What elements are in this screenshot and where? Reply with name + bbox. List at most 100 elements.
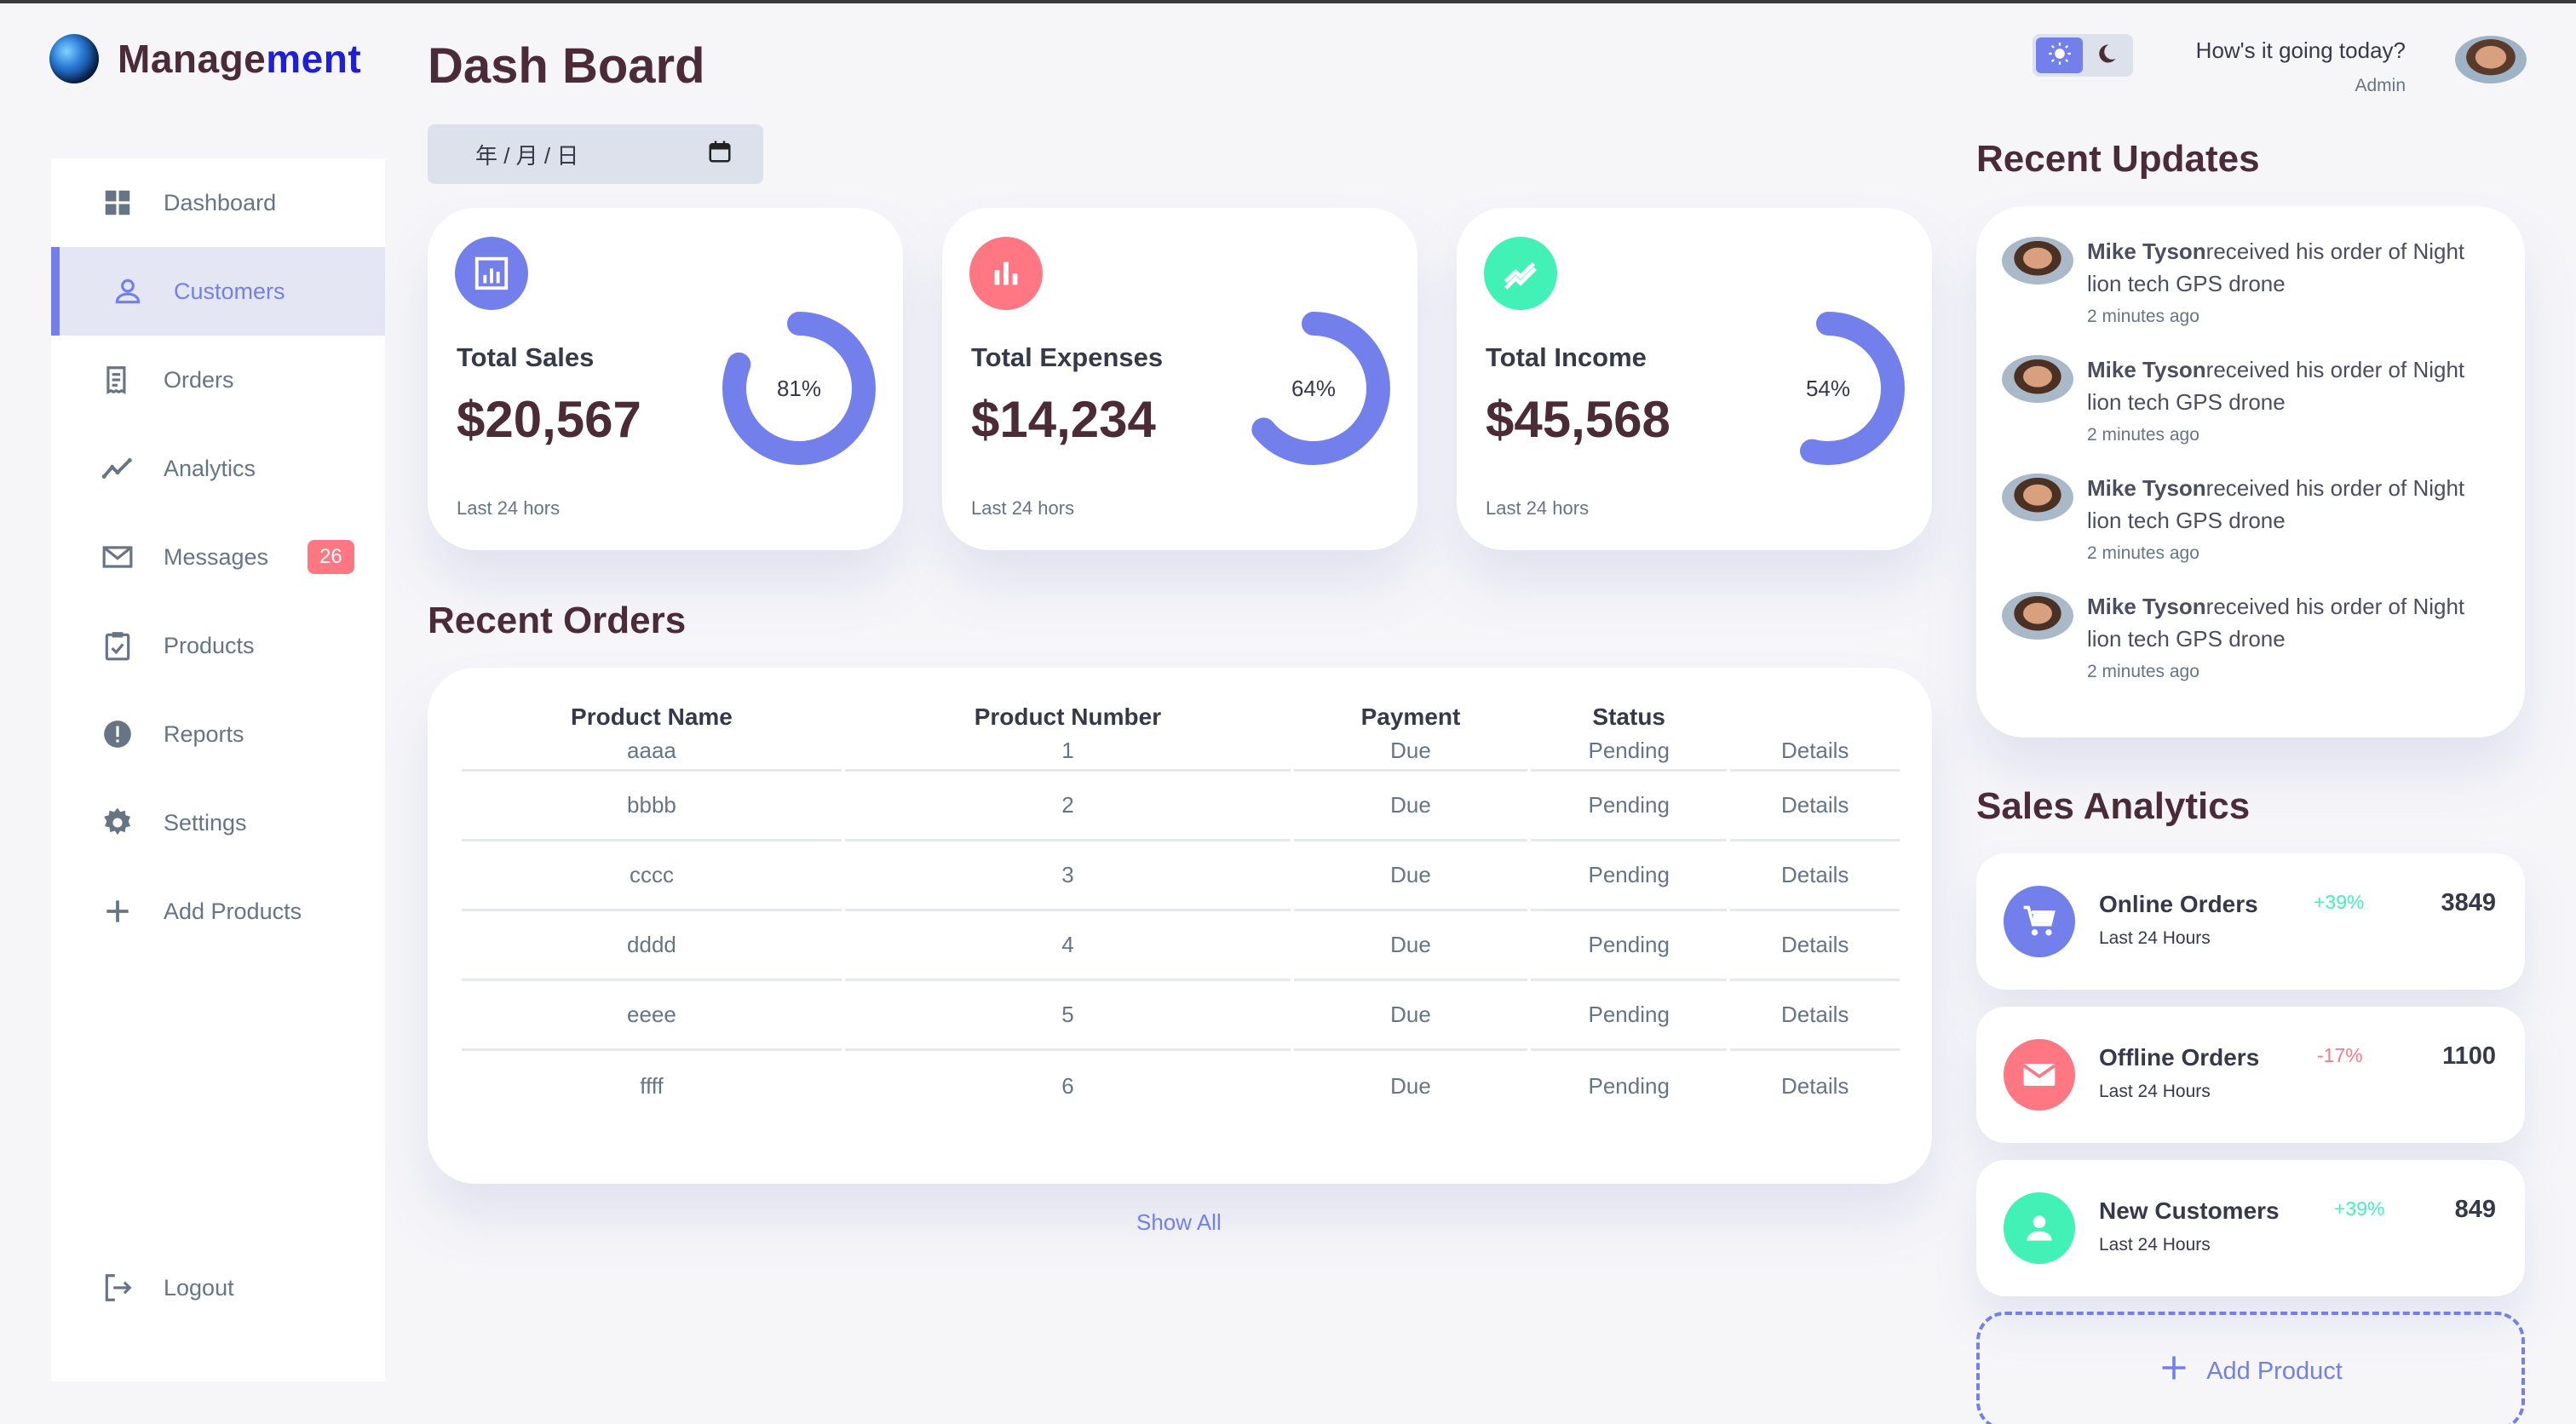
recent-orders-title: Recent Orders	[428, 600, 687, 641]
sidebar-item-label: Messages	[164, 543, 269, 570]
online-orders-card[interactable]: Online Orders Last 24 Hours +39% 3849	[1976, 853, 2525, 990]
window-top-border	[0, 0, 2576, 3]
product-name-cell: dddd	[462, 911, 842, 981]
details-link[interactable]: Details	[1730, 981, 1900, 1051]
dark-mode-option[interactable]	[2083, 37, 2130, 73]
analytics-subtitle: Last 24 Hours	[2099, 928, 2211, 948]
details-link[interactable]: Details	[1730, 772, 1900, 841]
new-customers-card[interactable]: New Customers Last 24 Hours +39% 849	[1976, 1160, 2525, 1296]
light-mode-option[interactable]	[2036, 37, 2083, 73]
avatar[interactable]	[2455, 36, 2527, 83]
person-icon	[2004, 1192, 2075, 1264]
sidebar-item-customers[interactable]: Customers	[51, 247, 385, 336]
details-link[interactable]: Details	[1730, 734, 1900, 772]
payment-cell: Due	[1293, 981, 1528, 1051]
sidebar-item-orders[interactable]: Orders	[51, 336, 385, 424]
update-item: Mike Tysonreceived his order of Night li…	[2002, 472, 2513, 574]
progress-ring: 64%	[1228, 303, 1399, 474]
sidebar-item-products[interactable]: Products	[51, 601, 385, 690]
offline-orders-card[interactable]: Offline Orders Last 24 Hours -17% 1100	[1976, 1007, 2525, 1143]
table-row: cccc 3 Due Pending Details	[462, 841, 1900, 911]
product-number-cell: 5	[844, 981, 1291, 1051]
status-cell: Pending	[1531, 981, 1728, 1051]
avatar	[2002, 355, 2073, 403]
progress-ring-arc	[1237, 312, 1390, 465]
date-input-placeholder: 年 / 月 / 日	[475, 142, 579, 169]
details-link[interactable]: Details	[1780, 1072, 1849, 1099]
progress-ring-arc	[722, 312, 876, 465]
recent-updates-card: Mike Tysonreceived his order of Night li…	[1976, 206, 2525, 738]
sidebar-item-settings[interactable]: Settings	[51, 778, 385, 867]
brand[interactable]: Management	[49, 34, 361, 83]
brand-name-part1: Manage	[118, 37, 267, 81]
sidebar-item-dashboard[interactable]: Dashboard	[51, 158, 385, 247]
sidebar-item-label: Reports	[164, 721, 244, 747]
sidebar-item-label: Add Products	[164, 898, 302, 924]
logout-icon	[101, 1271, 135, 1305]
sidebar-item-label: Analytics	[164, 455, 256, 481]
user-role: Admin	[2355, 76, 2406, 95]
payment-cell: Due	[1293, 841, 1528, 911]
sidebar-item-label: Orders	[164, 366, 234, 393]
show-all-link[interactable]: Show All	[1136, 1209, 1222, 1235]
analytics-name: Online Orders	[2099, 891, 2258, 917]
greeting-text: How's it going today?	[2195, 37, 2406, 63]
card-label: Total Income	[1486, 342, 1647, 372]
card-footer: Last 24 hors	[457, 497, 561, 519]
receipt-icon	[101, 363, 135, 397]
progress-percent: 54%	[1805, 375, 1851, 401]
card-amount: $14,234	[971, 391, 1156, 448]
gear-icon	[101, 806, 135, 840]
table-row: ffff 6 Due Pending Details	[462, 1051, 1900, 1121]
card-amount: $45,568	[1486, 391, 1670, 448]
table-row: dddd 4 Due Pending Details	[462, 911, 1900, 981]
analytics-subtitle: Last 24 Hours	[2099, 1235, 2211, 1255]
analytics-name: Offline Orders	[2099, 1044, 2260, 1071]
analytics-value: 3849	[2441, 889, 2496, 916]
date-input[interactable]: 年 / 月 / 日	[428, 124, 763, 184]
product-name-cell: ffff	[640, 1072, 664, 1099]
analytics-subtitle: Last 24 Hours	[2099, 1082, 2211, 1101]
total-income-card[interactable]: Total Income $45,568 54% Last 24 hors	[1457, 208, 1932, 550]
sales-analytics-title: Sales Analytics	[1976, 785, 2251, 827]
update-time: 2 minutes ago	[2087, 425, 2199, 445]
analytics-change: +39%	[2314, 891, 2365, 913]
card-footer: Last 24 hors	[1486, 497, 1590, 519]
total-expenses-card[interactable]: Total Expenses $14,234 64% Last 24 hors	[942, 208, 1417, 550]
sidebar-item-messages[interactable]: Messages 26	[51, 513, 385, 601]
user-greeting: How's it going today? Admin	[2196, 37, 2406, 96]
table-row: bbbb 2 Due Pending Details	[462, 772, 1900, 841]
product-number-cell: 2	[844, 772, 1291, 841]
theme-toggle[interactable]	[2033, 34, 2133, 77]
update-text: Mike Tysonreceived his order of Night li…	[2087, 590, 2504, 655]
sidebar-item-add-products[interactable]: Add Products	[51, 867, 385, 956]
add-product-button[interactable]: Add Product	[1976, 1312, 2525, 1424]
update-message: received his order of Night lion tech GP…	[2087, 357, 2465, 415]
product-number-cell: 4	[844, 911, 1291, 981]
details-link[interactable]: Details	[1730, 911, 1900, 981]
progress-percent: 81%	[776, 375, 822, 401]
sidebar-item-logout[interactable]: Logout	[51, 1243, 385, 1332]
total-sales-card[interactable]: Total Sales $20,567 81% Last 24 hors	[428, 208, 903, 550]
sidebar-item-analytics[interactable]: Analytics	[51, 424, 385, 513]
analytics-name: New Customers	[2099, 1197, 2280, 1224]
page-title: Dash Board	[428, 38, 705, 94]
sidebar: Dashboard Customers Orders Analytics Mes…	[51, 158, 385, 1381]
calendar-icon[interactable]	[707, 139, 733, 170]
update-name: Mike Tyson	[2087, 357, 2206, 382]
sidebar-item-reports[interactable]: Reports	[51, 690, 385, 778]
table-header-row: Product Name Product Number Payment Stat…	[462, 700, 1900, 734]
messages-count-badge: 26	[308, 540, 354, 574]
card-label: Total Sales	[457, 342, 595, 372]
recent-orders-table: Product Name Product Number Payment Stat…	[458, 700, 1903, 1121]
grid-icon	[101, 186, 135, 220]
payment-cell: Due	[1293, 911, 1528, 981]
details-link[interactable]: Details	[1730, 841, 1900, 911]
trend-icon	[101, 451, 135, 485]
card-amount: $20,567	[457, 391, 641, 448]
mail-icon	[101, 540, 135, 574]
card-label: Total Expenses	[971, 342, 1164, 372]
product-number-cell: 6	[1061, 1072, 1074, 1099]
status-cell: Pending	[1531, 772, 1728, 841]
update-item: Mike Tysonreceived his order of Night li…	[2002, 590, 2513, 692]
